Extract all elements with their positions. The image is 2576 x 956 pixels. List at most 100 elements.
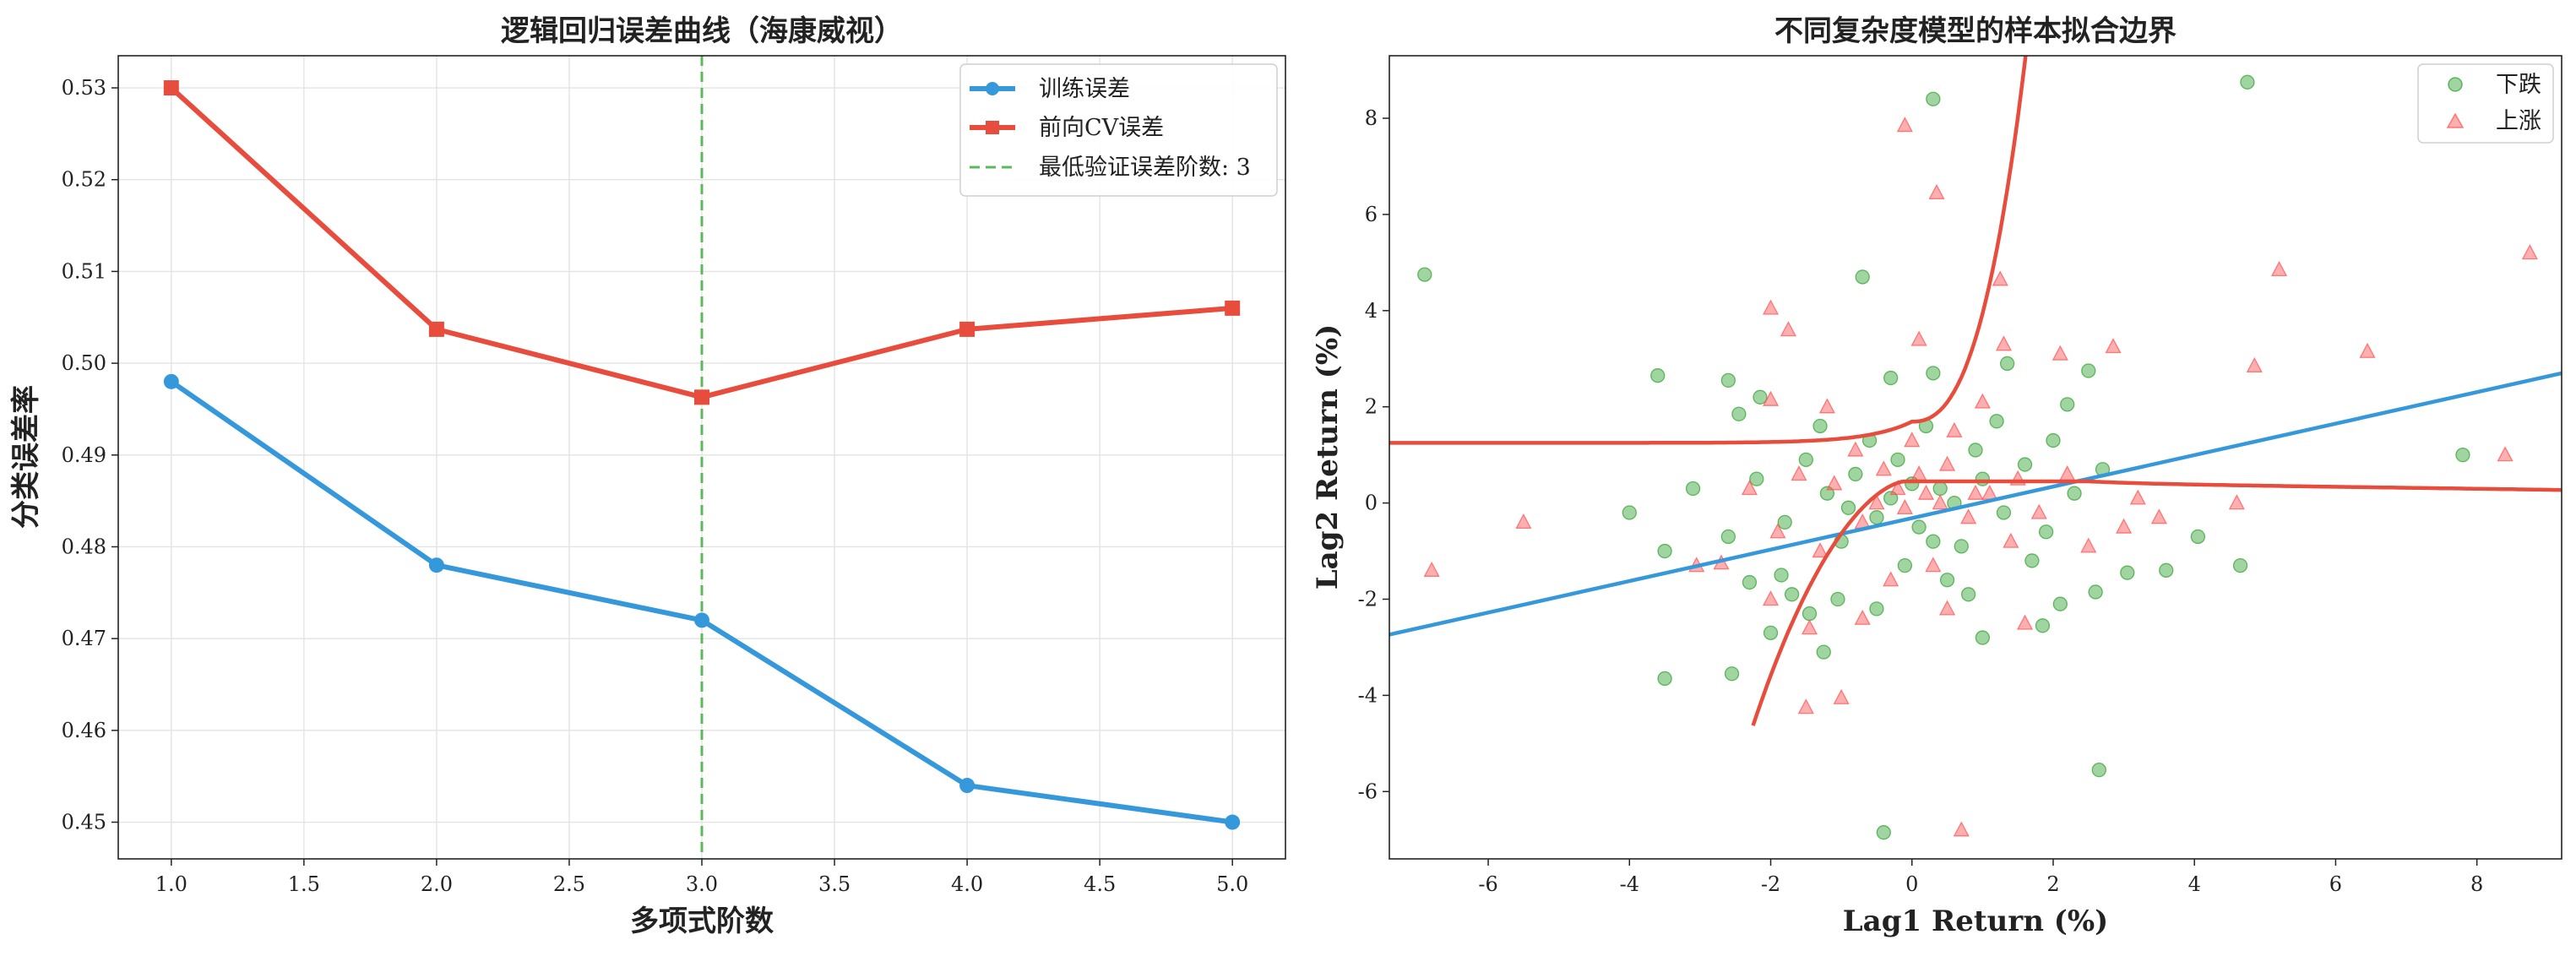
legend-train-label: 训练误差 — [1039, 76, 1130, 102]
scatter-point-up — [1826, 475, 1843, 491]
scatter-point-down — [1869, 510, 1884, 525]
right-y-tick-label: -4 — [1358, 683, 1378, 707]
right-x-tick-label: 0 — [1905, 872, 1918, 896]
series-point-1 — [959, 321, 976, 337]
left-x-tick-label: 2.0 — [421, 872, 453, 896]
scatter-point-up — [1960, 508, 1977, 524]
legend-vline-label: 最低验证误差阶数: 3 — [1039, 155, 1251, 181]
left-y-tick-label: 0.47 — [62, 627, 106, 650]
scatter-point-down — [1954, 539, 1969, 554]
scatter-point-down — [1685, 481, 1701, 497]
scatter-point-up — [2497, 446, 2514, 462]
right-y-tick-label: 4 — [1365, 299, 1378, 323]
left-y-tick-label: 0.50 — [62, 351, 106, 375]
left-legend: 训练误差 前向CV误差 最低验证误差阶数: 3 — [959, 63, 1278, 197]
legend-cv-marker — [986, 121, 999, 134]
scatter-point-up — [1801, 619, 1818, 635]
left-x-tick-label: 1.5 — [288, 872, 320, 896]
scatter-point-down — [1989, 414, 2004, 429]
scatter-point-down — [1731, 406, 1747, 421]
scatter-point-down — [1417, 267, 1432, 282]
scatter-point-up — [1423, 561, 1440, 577]
scatter-point-down — [1926, 91, 1941, 106]
nonlinear-boundary-lower — [1751, 479, 2562, 726]
left-y-tick-label: 0.49 — [62, 443, 106, 467]
left-y-ticks: 0.45 0.46 0.47 0.48 0.49 0.50 0.51 0.52 0.53 — [62, 76, 118, 834]
legend-cv-label: 前向CV误差 — [1039, 115, 1164, 141]
scatter-point-up — [1762, 299, 1780, 315]
scatter-point-down — [2052, 596, 2068, 611]
left-x-tick-label: 4.5 — [1084, 872, 1116, 896]
scatter-point-up — [1847, 441, 1864, 457]
legend-down-marker — [2448, 77, 2463, 92]
scatter-point-up — [1741, 480, 1758, 496]
scatter-boundary-chart: -6 -4 -2 0 2 4 6 8 -6 -4 -2 0 2 4 6 8 不同复杂度模型的样本拟合边界 L… — [1311, 14, 2562, 938]
right-y-tick-label: 2 — [1365, 395, 1378, 419]
scatter-point-up — [2359, 342, 2376, 358]
scatter-point-down — [1869, 601, 1884, 617]
right-x-tick-label: 6 — [2329, 872, 2342, 896]
scatter-point-down — [2120, 565, 2135, 580]
scatter-point-down — [2159, 562, 2174, 578]
scatter-point-up — [2052, 345, 2068, 361]
scatter-point-up — [1780, 321, 1797, 337]
right-chart-title: 不同复杂度模型的样本拟合边界 — [1774, 14, 2177, 48]
scatter-point-up — [1953, 821, 1970, 837]
scatter-point-down — [1975, 471, 1991, 486]
scatter-point-up — [1854, 609, 1871, 625]
scatter-point-down — [1932, 481, 1948, 497]
right-legend: 下跌 上涨 — [2417, 63, 2554, 144]
left-x-tick-label: 3.0 — [686, 872, 718, 896]
scatter-point-down — [2060, 397, 2075, 412]
scatter-point-up — [2228, 494, 2245, 510]
right-y-ticks: -6 -4 -2 0 2 4 6 8 — [1358, 106, 1389, 803]
right-plot-frame — [1389, 55, 2562, 860]
left-x-tick-label: 1.0 — [155, 872, 187, 896]
scatter-point-down — [1897, 557, 1913, 573]
scatter-point-up — [2003, 532, 2019, 548]
legend-up-marker — [2446, 112, 2465, 128]
scatter-point-down — [2038, 524, 2054, 540]
scatter-point-up — [2105, 338, 2122, 354]
scatter-point-down — [2024, 553, 2040, 568]
scatter-point-down — [1657, 671, 1672, 687]
scatter-point-down — [1911, 519, 1927, 535]
series-point-0 — [163, 373, 179, 389]
right-y-tick-label: -2 — [1358, 587, 1378, 611]
scatter-point-up — [2016, 614, 2034, 630]
right-x-axis-label: Lag1 Return (%) — [1843, 904, 2108, 938]
scatter-point-up — [1967, 484, 1984, 500]
scatter-point-up — [1833, 688, 1850, 704]
scatter-point-down — [2081, 363, 2096, 378]
nonlinear-boundary-upper — [1389, 56, 2028, 445]
left-x-tick-label: 3.5 — [818, 872, 851, 896]
scatter-point-up — [1818, 398, 1835, 414]
scatter-point-down — [1650, 368, 1666, 383]
scatter-point-up — [2080, 537, 2097, 553]
scatter-point-up — [2150, 508, 2167, 524]
scatter-point-down — [1968, 443, 1983, 458]
scatter-point-up — [2116, 518, 2133, 534]
left-y-tick-label: 0.52 — [62, 168, 106, 192]
scatter-point-up — [1992, 270, 2008, 286]
legend-train-marker — [986, 82, 999, 95]
left-x-ticks: 1.0 1.5 2.0 2.5 3.0 3.5 4.0 4.5 5.0 — [155, 859, 1248, 896]
scatter-point-down — [1816, 644, 1831, 660]
scatter-point-up — [1875, 460, 1892, 476]
scatter-point-down — [1830, 591, 1845, 607]
scatter-point-down — [2091, 762, 2106, 778]
right-x-tick-label: 4 — [2188, 872, 2201, 896]
scatter-point-up — [1995, 335, 2013, 351]
right-x-tick-label: -4 — [1620, 872, 1639, 896]
right-x-ticks: -6 -4 -2 0 2 4 6 8 — [1478, 859, 2483, 896]
scatter-point-down — [1749, 471, 1764, 486]
scatter-point-up — [1910, 330, 1927, 346]
scatter-point-down — [1890, 452, 1905, 467]
scatter-point-down — [1855, 269, 1870, 285]
right-y-tick-label: -6 — [1358, 779, 1378, 803]
scatter-point-down — [2232, 557, 2248, 573]
left-x-axis-label: 多项式阶数 — [630, 904, 774, 938]
scatter-point-up — [1515, 513, 1532, 530]
series-point-1 — [1225, 300, 1241, 316]
